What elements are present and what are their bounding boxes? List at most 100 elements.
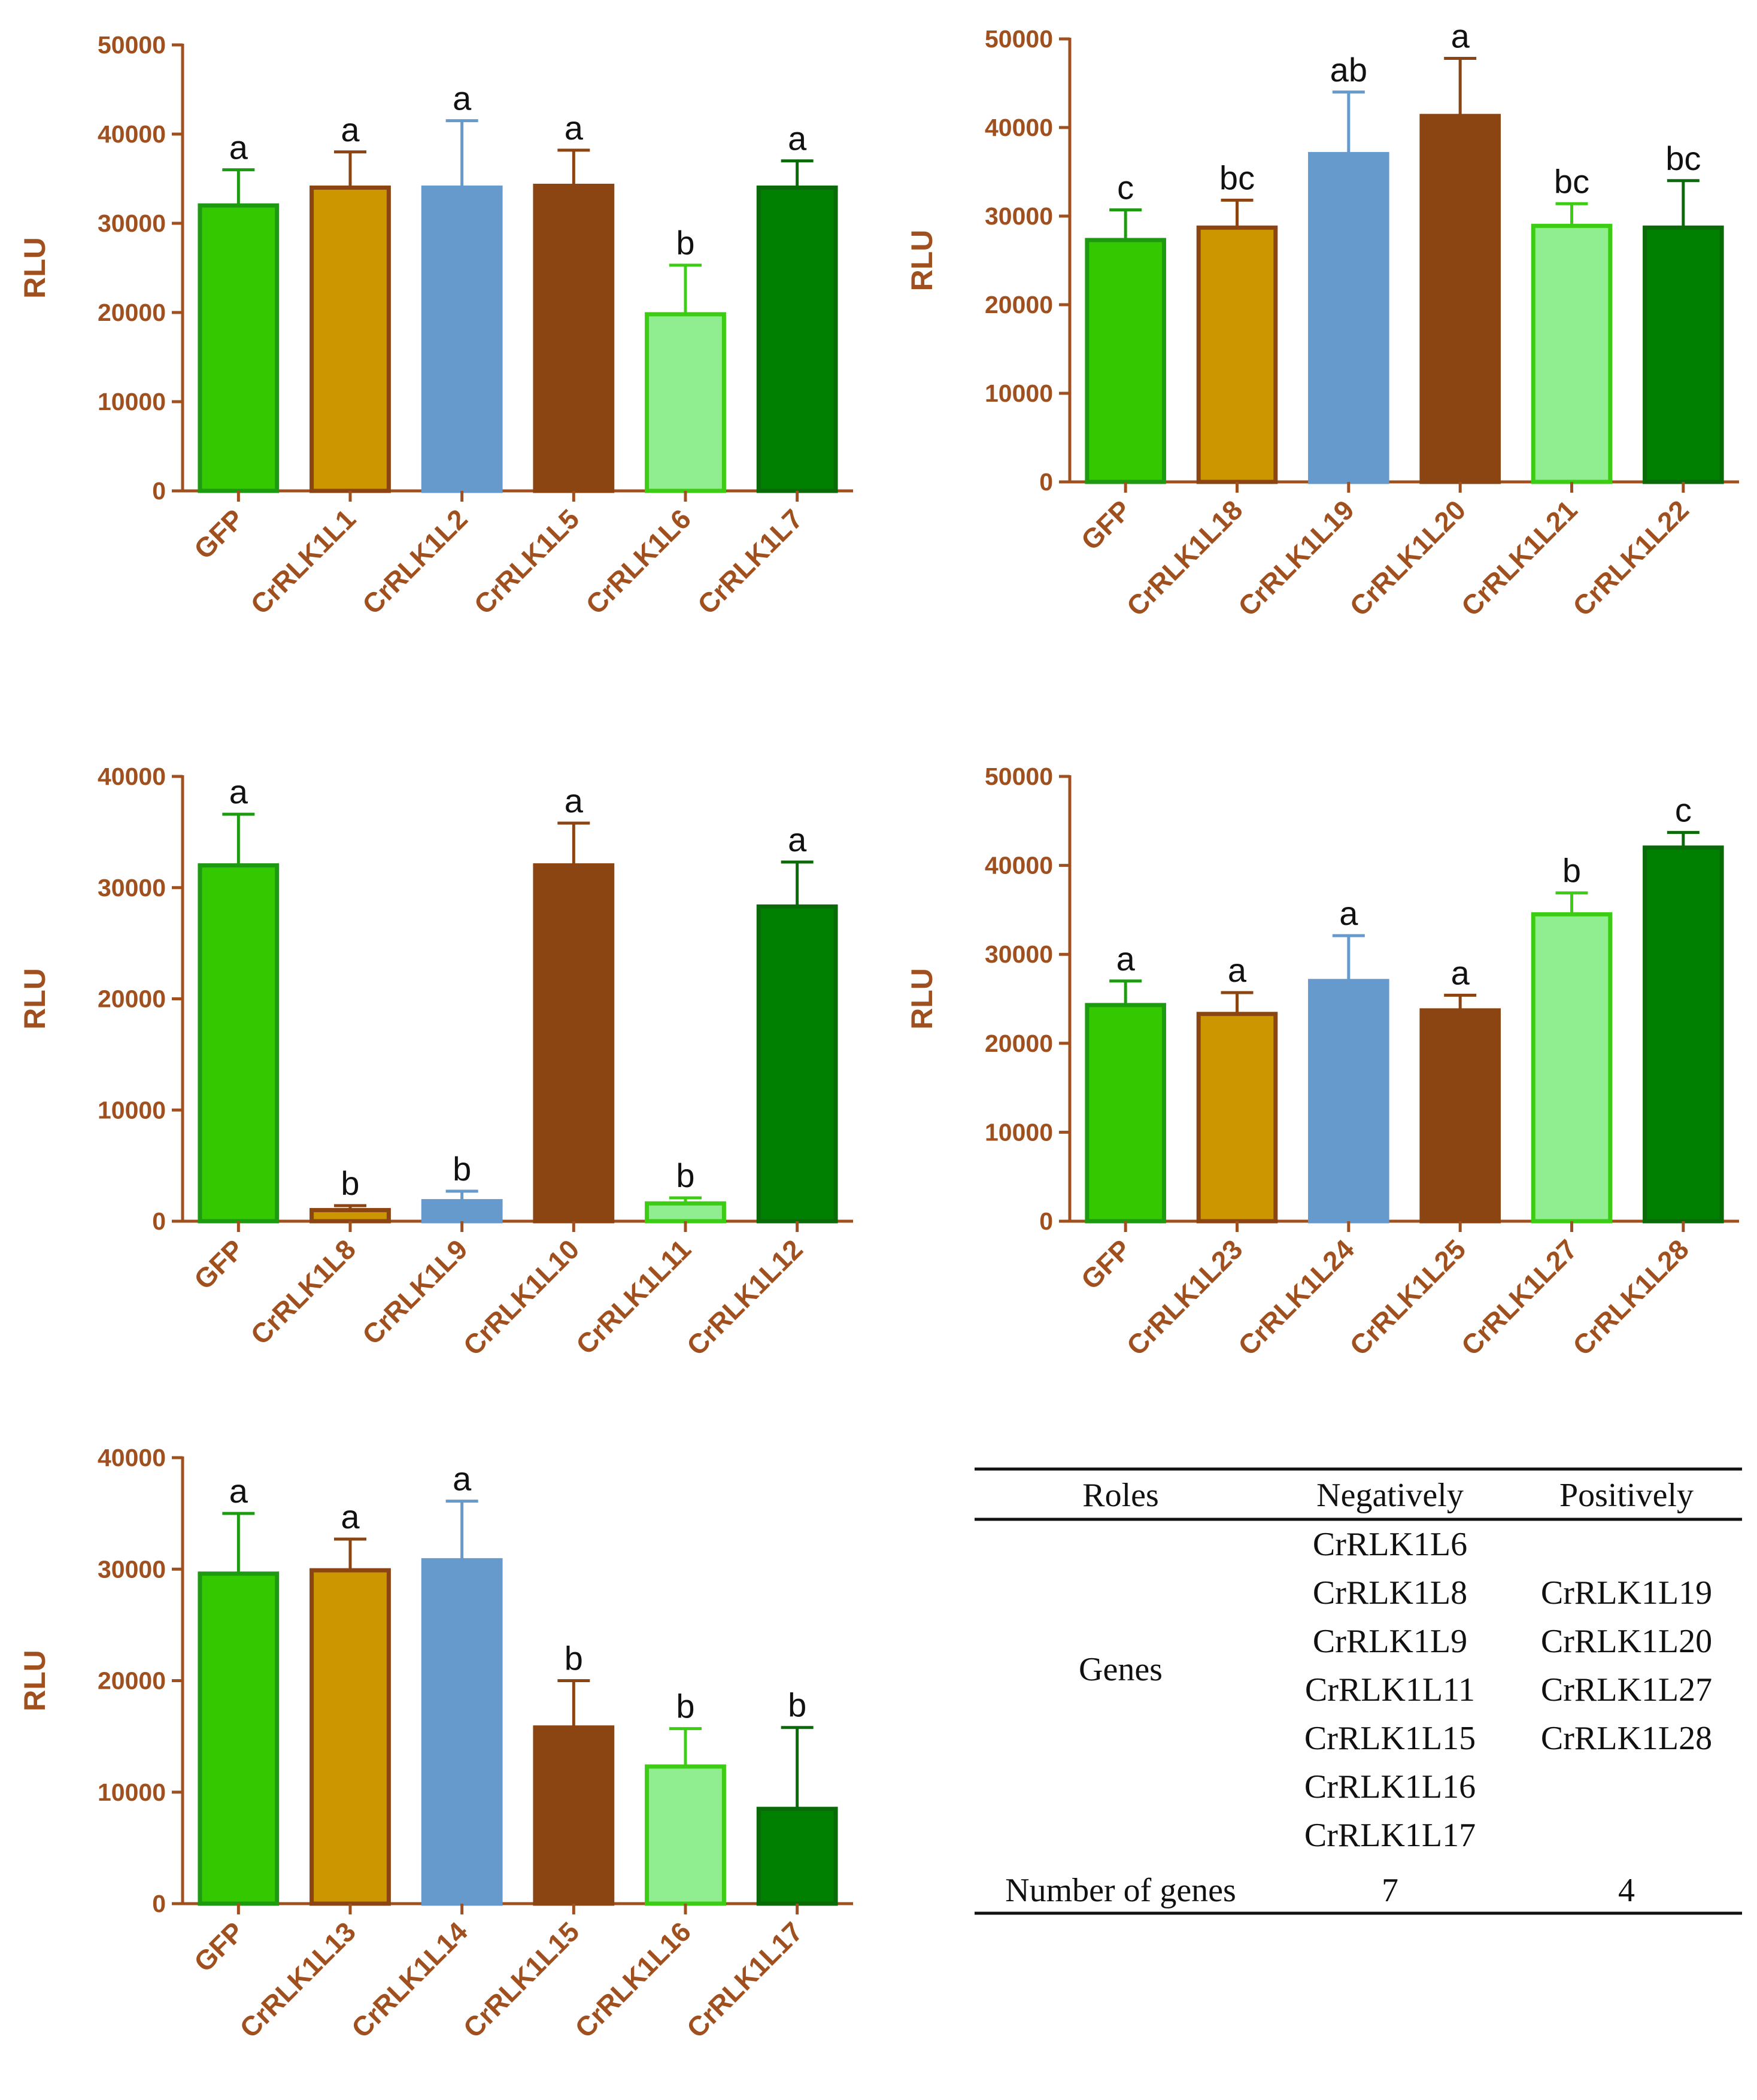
- y-tick-label: 20000: [98, 985, 166, 1013]
- bar: [1196, 1012, 1278, 1224]
- significance-label: b: [676, 1157, 694, 1194]
- significance-label: c: [1675, 791, 1692, 829]
- bar: [1085, 238, 1166, 484]
- table-count-negative: 7: [1382, 1872, 1398, 1909]
- x-tick-label: CrRLK1L8: [244, 1233, 362, 1351]
- bar-chart-middle-right: 0 10000 20000 30000 40000 50000 RLU a GFP a CrRLK1…: [905, 763, 1739, 1361]
- y-axis-title: RLU: [18, 237, 51, 299]
- significance-label: b: [565, 1640, 583, 1677]
- significance-label: bc: [1665, 139, 1701, 177]
- significance-label: a: [341, 1498, 360, 1535]
- y-tick-label: 0: [1039, 1207, 1053, 1235]
- x-tick-label: CrRLK1L1: [244, 503, 362, 620]
- y-axis-title: RLU: [905, 968, 939, 1030]
- bar: [421, 1199, 503, 1224]
- x-tick-label: GFP: [188, 503, 250, 565]
- bar-chart-top-left: 0 10000 20000 30000 40000 50000 RLU a GFP a CrRLK1…: [18, 31, 853, 620]
- y-tick-label: 30000: [98, 874, 166, 902]
- y-tick-label: 40000: [98, 763, 166, 790]
- x-tick-label: CrRLK1L24: [1232, 1233, 1360, 1361]
- x-tick-label: CrRLK1L2: [356, 503, 474, 620]
- significance-label: bc: [1554, 162, 1589, 200]
- bar: [533, 863, 615, 1224]
- bar: [645, 312, 726, 493]
- y-tick-label: 20000: [98, 299, 166, 326]
- y-tick-label: 50000: [985, 25, 1053, 53]
- bar: [309, 185, 391, 493]
- x-tick-label: GFP: [188, 1233, 250, 1295]
- y-tick-label: 10000: [98, 388, 166, 415]
- bar-chart-bottom-left: 0 10000 20000 30000 40000 RLU a GFP a CrRLK1L13 a C…: [18, 1444, 853, 2044]
- table-header-positively: Positively: [1559, 1477, 1694, 1514]
- y-tick-label: 20000: [98, 1667, 166, 1695]
- x-tick-label: CrRLK1L18: [1121, 494, 1249, 622]
- bar: [756, 904, 838, 1224]
- y-tick-label: 20000: [985, 291, 1053, 318]
- significance-label: a: [1339, 894, 1358, 932]
- y-tick-label: 40000: [985, 114, 1053, 141]
- x-tick-label: CrRLK1L6: [579, 503, 697, 620]
- negative-gene: CrRLK1L8: [1313, 1574, 1467, 1612]
- bar: [756, 1807, 838, 1906]
- bar: [533, 183, 615, 493]
- x-tick-label: CrRLK1L20: [1343, 494, 1471, 622]
- x-tick-label: CrRLK1L5: [468, 503, 585, 620]
- x-tick-label: CrRLK1L12: [681, 1233, 809, 1361]
- x-tick-label: CrRLK1L19: [1232, 494, 1360, 622]
- y-tick-label: 10000: [985, 1118, 1053, 1146]
- y-tick-label: 50000: [98, 31, 166, 59]
- positive-gene: CrRLK1L20: [1541, 1623, 1712, 1660]
- table-header-negatively: Negatively: [1316, 1477, 1464, 1514]
- x-tick-label: CrRLK1L10: [457, 1233, 585, 1361]
- y-tick-label: 30000: [98, 210, 166, 237]
- bar: [1308, 151, 1389, 484]
- y-axis-title: RLU: [18, 1650, 51, 1711]
- x-tick-label: CrRLK1L11: [570, 1233, 697, 1360]
- significance-label: a: [341, 111, 360, 148]
- positive-gene: CrRLK1L19: [1541, 1574, 1712, 1612]
- negative-gene: CrRLK1L11: [1305, 1671, 1475, 1708]
- bar: [1419, 1008, 1501, 1224]
- y-tick-label: 10000: [98, 1779, 166, 1806]
- significance-label: b: [341, 1164, 359, 1202]
- y-tick-label: 0: [152, 477, 166, 505]
- significance-label: a: [453, 80, 472, 117]
- roles-table: Roles Negatively Positively Genes CrRLK1…: [975, 1467, 1742, 1915]
- table-count-positive: 4: [1618, 1872, 1635, 1909]
- table-row-label-genes: Genes: [1079, 1651, 1163, 1688]
- positive-gene: CrRLK1L28: [1541, 1720, 1712, 1757]
- bar-chart-middle-left: 0 10000 20000 30000 40000 RLU a GFP b CrRLK1L8 b Cr…: [18, 763, 853, 1361]
- y-tick-label: 10000: [98, 1096, 166, 1124]
- significance-label: a: [453, 1460, 472, 1498]
- y-tick-label: 30000: [98, 1555, 166, 1583]
- bar: [1085, 1003, 1166, 1224]
- x-tick-label: CrRLK1L22: [1567, 494, 1695, 622]
- bar: [1419, 114, 1501, 484]
- negative-gene: CrRLK1L17: [1304, 1817, 1476, 1854]
- significance-label: a: [788, 120, 807, 157]
- bar: [198, 203, 280, 493]
- significance-label: a: [565, 109, 584, 147]
- x-tick-label: CrRLK1L7: [691, 503, 809, 620]
- significance-label: b: [676, 224, 694, 262]
- bar: [1531, 223, 1613, 484]
- y-tick-label: 0: [152, 1207, 166, 1235]
- x-tick-label: GFP: [1075, 1233, 1137, 1295]
- significance-label: a: [1228, 951, 1247, 989]
- significance-label: c: [1117, 169, 1134, 207]
- x-tick-label: CrRLK1L15: [457, 1916, 585, 2044]
- x-tick-label: CrRLK1L9: [356, 1233, 474, 1351]
- table-count-label: Number of genes: [1005, 1872, 1236, 1909]
- bar-chart-top-right: 0 10000 20000 30000 40000 50000 RLU c GFP bc CrRLK…: [905, 17, 1739, 622]
- y-tick-label: 50000: [985, 763, 1053, 790]
- bar: [1643, 225, 1724, 484]
- negative-gene: CrRLK1L15: [1304, 1720, 1476, 1757]
- x-tick-label: CrRLK1L28: [1567, 1233, 1695, 1361]
- significance-label: b: [788, 1686, 806, 1724]
- x-tick-label: CrRLK1L13: [233, 1916, 362, 2044]
- bar: [645, 1201, 726, 1224]
- significance-label: bc: [1219, 159, 1255, 196]
- bar: [645, 1764, 726, 1906]
- negative-gene: CrRLK1L6: [1313, 1526, 1467, 1563]
